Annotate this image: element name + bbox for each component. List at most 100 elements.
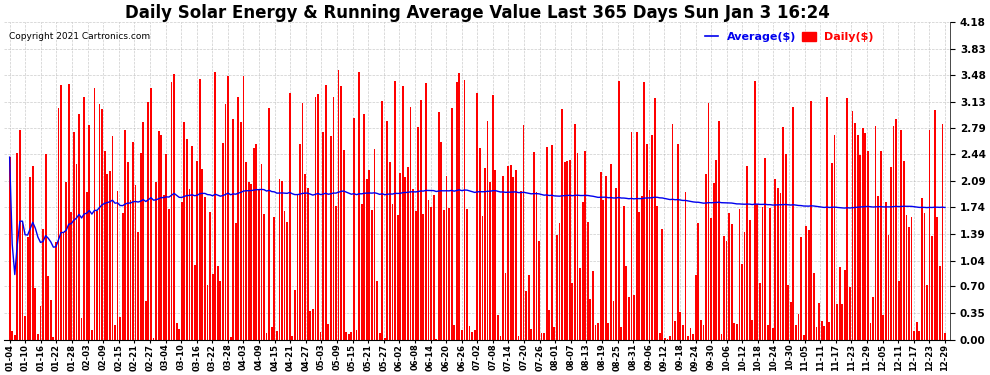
- Bar: [9, 157, 11, 339]
- Bar: [548, 309, 550, 339]
- Bar: [869, 323, 871, 339]
- Bar: [399, 173, 401, 339]
- Bar: [438, 112, 440, 339]
- Bar: [37, 334, 39, 339]
- Bar: [423, 214, 425, 339]
- Bar: [471, 332, 473, 339]
- Bar: [695, 274, 697, 339]
- Bar: [653, 98, 655, 339]
- Bar: [415, 211, 417, 339]
- Bar: [811, 101, 812, 339]
- Bar: [466, 209, 468, 339]
- Bar: [518, 336, 520, 339]
- Bar: [243, 76, 245, 339]
- Bar: [785, 154, 787, 339]
- Bar: [32, 166, 34, 339]
- Bar: [916, 322, 918, 339]
- Bar: [520, 191, 522, 339]
- Bar: [209, 212, 211, 339]
- Bar: [615, 188, 617, 339]
- Bar: [214, 72, 216, 339]
- Bar: [767, 325, 768, 339]
- Bar: [816, 327, 818, 339]
- Bar: [533, 152, 535, 339]
- Bar: [731, 224, 733, 339]
- Bar: [235, 223, 237, 339]
- Bar: [104, 151, 106, 339]
- Bar: [368, 170, 370, 339]
- Bar: [589, 300, 591, 339]
- Bar: [420, 100, 422, 339]
- Bar: [500, 336, 501, 339]
- Bar: [582, 202, 583, 339]
- Bar: [842, 304, 843, 339]
- Bar: [441, 142, 443, 339]
- Bar: [474, 330, 475, 339]
- Bar: [43, 230, 44, 339]
- Bar: [30, 177, 31, 339]
- Bar: [659, 333, 660, 339]
- Bar: [225, 104, 227, 339]
- Bar: [644, 82, 645, 339]
- Bar: [669, 336, 671, 339]
- Bar: [70, 212, 72, 339]
- Bar: [867, 151, 869, 339]
- Bar: [315, 97, 317, 339]
- Bar: [895, 119, 897, 339]
- Bar: [450, 108, 452, 339]
- Bar: [541, 333, 543, 339]
- Bar: [544, 333, 545, 339]
- Bar: [132, 142, 134, 339]
- Bar: [150, 88, 151, 339]
- Bar: [189, 189, 190, 339]
- Bar: [764, 158, 766, 339]
- Bar: [366, 179, 367, 339]
- Bar: [553, 327, 555, 339]
- Bar: [584, 151, 586, 339]
- Bar: [330, 136, 332, 339]
- Bar: [772, 328, 774, 339]
- Bar: [353, 118, 354, 339]
- Bar: [145, 302, 147, 339]
- Bar: [934, 110, 936, 339]
- Bar: [613, 301, 615, 339]
- Bar: [743, 232, 745, 339]
- Bar: [623, 206, 625, 339]
- Bar: [834, 135, 836, 339]
- Bar: [708, 104, 710, 339]
- Bar: [639, 212, 641, 339]
- Bar: [703, 325, 704, 339]
- Bar: [774, 179, 776, 339]
- Bar: [487, 121, 488, 339]
- Bar: [170, 82, 172, 339]
- Bar: [661, 229, 663, 339]
- Bar: [418, 127, 419, 339]
- Bar: [430, 207, 432, 339]
- Bar: [872, 297, 874, 339]
- Bar: [705, 174, 707, 339]
- Bar: [664, 338, 666, 339]
- Bar: [906, 215, 907, 339]
- Bar: [86, 192, 88, 339]
- Bar: [687, 336, 689, 339]
- Bar: [587, 222, 589, 339]
- Bar: [201, 169, 203, 339]
- Bar: [143, 122, 145, 339]
- Bar: [99, 104, 100, 339]
- Bar: [528, 275, 530, 339]
- Bar: [671, 124, 673, 339]
- Bar: [88, 125, 90, 339]
- Bar: [379, 333, 380, 339]
- Bar: [289, 93, 291, 339]
- Bar: [507, 166, 509, 339]
- Bar: [932, 236, 933, 339]
- Bar: [787, 285, 789, 339]
- Bar: [260, 164, 262, 339]
- Bar: [854, 123, 856, 339]
- Bar: [252, 148, 254, 339]
- Bar: [333, 97, 335, 339]
- Bar: [463, 80, 465, 339]
- Bar: [792, 107, 794, 339]
- Bar: [628, 297, 630, 339]
- Bar: [610, 164, 612, 339]
